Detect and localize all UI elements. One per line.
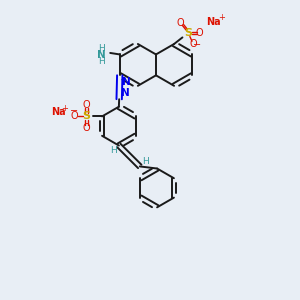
- Text: −: −: [193, 40, 201, 50]
- Text: N: N: [122, 88, 130, 98]
- Text: O: O: [83, 100, 90, 110]
- Text: Na: Na: [206, 16, 221, 27]
- Text: +: +: [61, 103, 68, 112]
- Text: S: S: [82, 111, 91, 122]
- Text: N: N: [122, 77, 131, 87]
- Text: −: −: [70, 106, 78, 116]
- Text: N: N: [97, 50, 106, 60]
- Text: O: O: [176, 18, 184, 28]
- Text: O: O: [83, 123, 90, 133]
- Text: H: H: [110, 146, 117, 154]
- Text: O: O: [196, 28, 204, 38]
- Text: H: H: [142, 158, 148, 166]
- Text: +: +: [218, 13, 225, 22]
- Text: H: H: [98, 57, 105, 66]
- Text: O: O: [70, 111, 78, 122]
- Text: Na: Na: [51, 107, 65, 117]
- Text: S: S: [184, 28, 192, 38]
- Text: H: H: [98, 44, 105, 53]
- Text: O: O: [189, 39, 197, 49]
